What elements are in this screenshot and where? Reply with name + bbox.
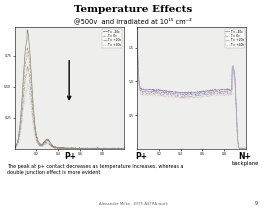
Text: @500v  and irradiated at 10¹⁵ cm⁻²: @500v and irradiated at 10¹⁵ cm⁻²	[74, 18, 192, 25]
Text: P+: P+	[135, 152, 147, 161]
Text: Temperature Effects: Temperature Effects	[74, 5, 192, 14]
Text: N+: N+	[238, 152, 251, 161]
Text: double junction effect is more evident: double junction effect is more evident	[7, 170, 100, 175]
Legend: T = -20c, T = 0c, T = +20c, T = +40c: T = -20c, T = 0c, T = +20c, T = +40c	[102, 29, 122, 47]
Legend: T = -20c, T = 0c, T = +20c, T = +40c: T = -20c, T = 0c, T = +20c, T = +40c	[225, 29, 244, 47]
Text: The peak at p+ contact decreases as temperature increases, whereas a: The peak at p+ contact decreases as temp…	[7, 164, 183, 169]
Text: Alexander Milke - EFTF-ASTRA work: Alexander Milke - EFTF-ASTRA work	[99, 202, 167, 206]
Text: backplane: backplane	[231, 161, 258, 166]
Text: 9: 9	[255, 201, 258, 206]
Text: P+: P+	[64, 152, 77, 161]
